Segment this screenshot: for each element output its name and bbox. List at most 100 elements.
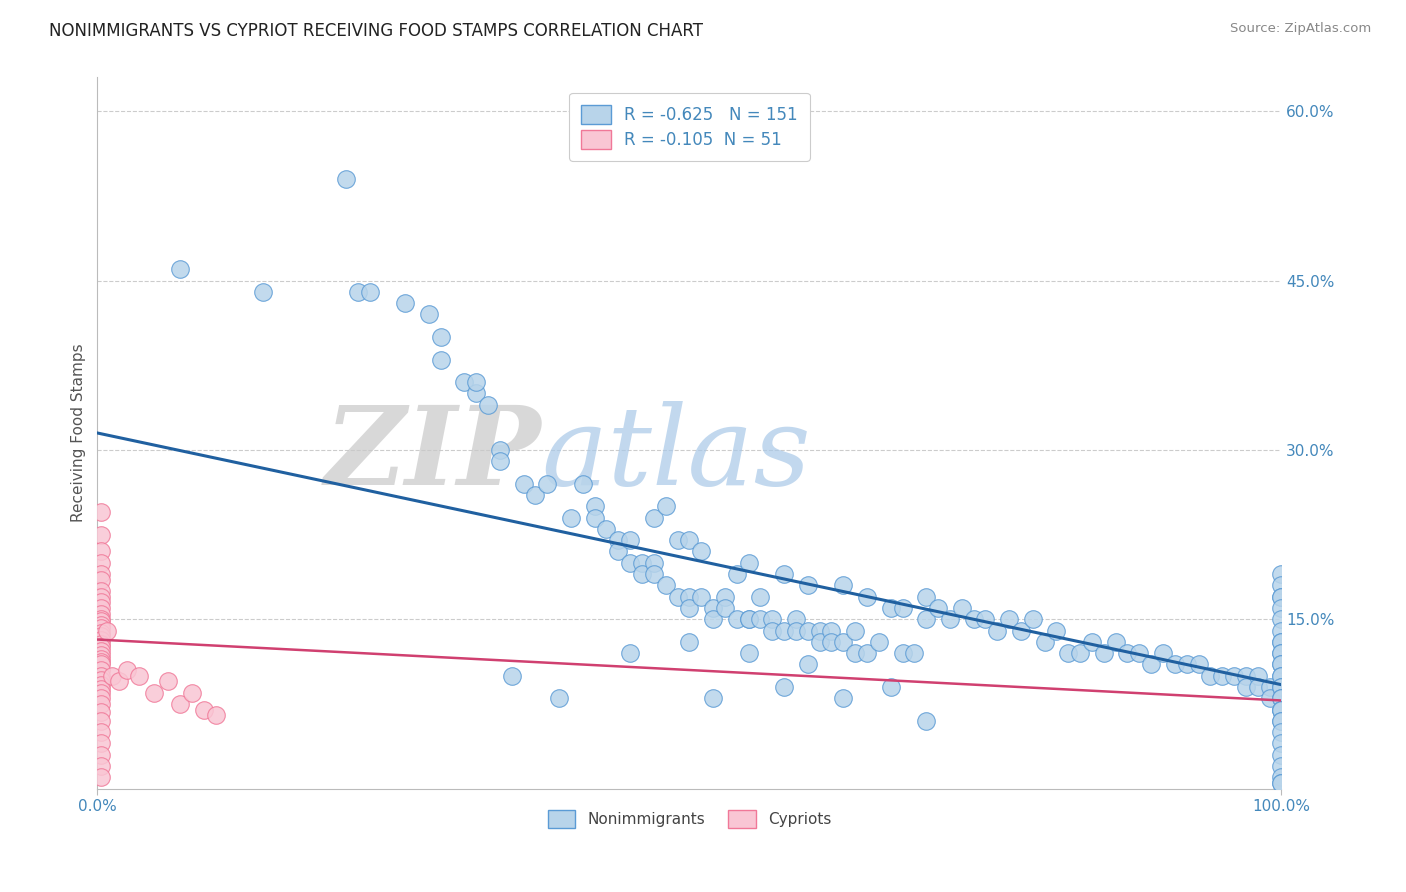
Point <box>181 685 204 699</box>
Point <box>856 646 879 660</box>
Point <box>1199 668 1222 682</box>
Point <box>666 590 689 604</box>
Point <box>1270 646 1292 660</box>
Point <box>607 544 630 558</box>
Point <box>595 522 617 536</box>
Point <box>856 590 879 604</box>
Point <box>418 308 440 322</box>
Point <box>90 590 112 604</box>
Point <box>90 655 112 669</box>
Point <box>157 674 180 689</box>
Point <box>1211 668 1233 682</box>
Point <box>90 618 112 632</box>
Point <box>90 505 112 519</box>
Point <box>1175 657 1198 672</box>
Point <box>986 624 1008 638</box>
Point <box>90 637 112 651</box>
Point <box>193 702 215 716</box>
Point <box>785 624 807 638</box>
Point <box>90 621 112 635</box>
Point <box>773 680 796 694</box>
Text: Source: ZipAtlas.com: Source: ZipAtlas.com <box>1230 22 1371 36</box>
Point <box>1270 646 1292 660</box>
Point <box>714 601 737 615</box>
Point <box>808 634 831 648</box>
Point <box>1270 770 1292 784</box>
Point <box>1270 702 1292 716</box>
Point <box>737 646 759 660</box>
Point <box>1270 657 1292 672</box>
Point <box>678 601 700 615</box>
Point <box>90 648 112 663</box>
Point <box>1045 624 1067 638</box>
Point <box>879 601 901 615</box>
Point <box>169 262 191 277</box>
Point <box>90 573 112 587</box>
Point <box>90 629 112 643</box>
Point <box>974 612 997 626</box>
Point <box>1010 624 1032 638</box>
Point <box>429 330 451 344</box>
Point <box>90 673 112 688</box>
Point <box>90 678 112 692</box>
Point <box>998 612 1021 626</box>
Point <box>1270 725 1292 739</box>
Point <box>90 770 112 784</box>
Point <box>90 544 112 558</box>
Point <box>737 612 759 626</box>
Point <box>1270 702 1292 716</box>
Point <box>90 705 112 719</box>
Point <box>761 624 783 638</box>
Point <box>749 590 772 604</box>
Legend: Nonimmigrants, Cypriots: Nonimmigrants, Cypriots <box>541 805 837 834</box>
Point <box>394 296 416 310</box>
Point <box>583 510 606 524</box>
Point <box>560 510 582 524</box>
Point <box>915 612 938 626</box>
Point <box>90 685 112 699</box>
Point <box>1187 657 1209 672</box>
Point <box>1270 567 1292 582</box>
Point <box>1270 601 1292 615</box>
Point <box>1270 714 1292 728</box>
Point <box>797 578 820 592</box>
Point <box>797 624 820 638</box>
Point <box>678 634 700 648</box>
Point <box>90 612 112 626</box>
Point <box>678 533 700 548</box>
Point <box>512 476 534 491</box>
Point <box>335 172 357 186</box>
Point <box>90 691 112 706</box>
Point <box>1258 691 1281 706</box>
Point <box>1223 668 1246 682</box>
Point <box>737 556 759 570</box>
Point <box>1270 776 1292 790</box>
Point <box>90 759 112 773</box>
Point <box>90 607 112 621</box>
Point <box>725 567 748 582</box>
Point <box>90 632 112 647</box>
Point <box>832 578 855 592</box>
Point <box>654 578 676 592</box>
Point <box>832 634 855 648</box>
Point <box>749 612 772 626</box>
Point <box>737 612 759 626</box>
Point <box>785 612 807 626</box>
Point <box>169 697 191 711</box>
Point <box>1270 702 1292 716</box>
Point <box>690 544 713 558</box>
Point <box>1270 680 1292 694</box>
Point <box>939 612 962 626</box>
Point <box>90 625 112 640</box>
Point <box>489 442 512 457</box>
Point <box>90 714 112 728</box>
Point <box>619 556 641 570</box>
Point <box>891 646 914 660</box>
Point <box>678 590 700 604</box>
Point <box>572 476 595 491</box>
Point <box>962 612 984 626</box>
Point <box>1270 634 1292 648</box>
Point <box>643 556 665 570</box>
Text: NONIMMIGRANTS VS CYPRIOT RECEIVING FOOD STAMPS CORRELATION CHART: NONIMMIGRANTS VS CYPRIOT RECEIVING FOOD … <box>49 22 703 40</box>
Point <box>347 285 370 299</box>
